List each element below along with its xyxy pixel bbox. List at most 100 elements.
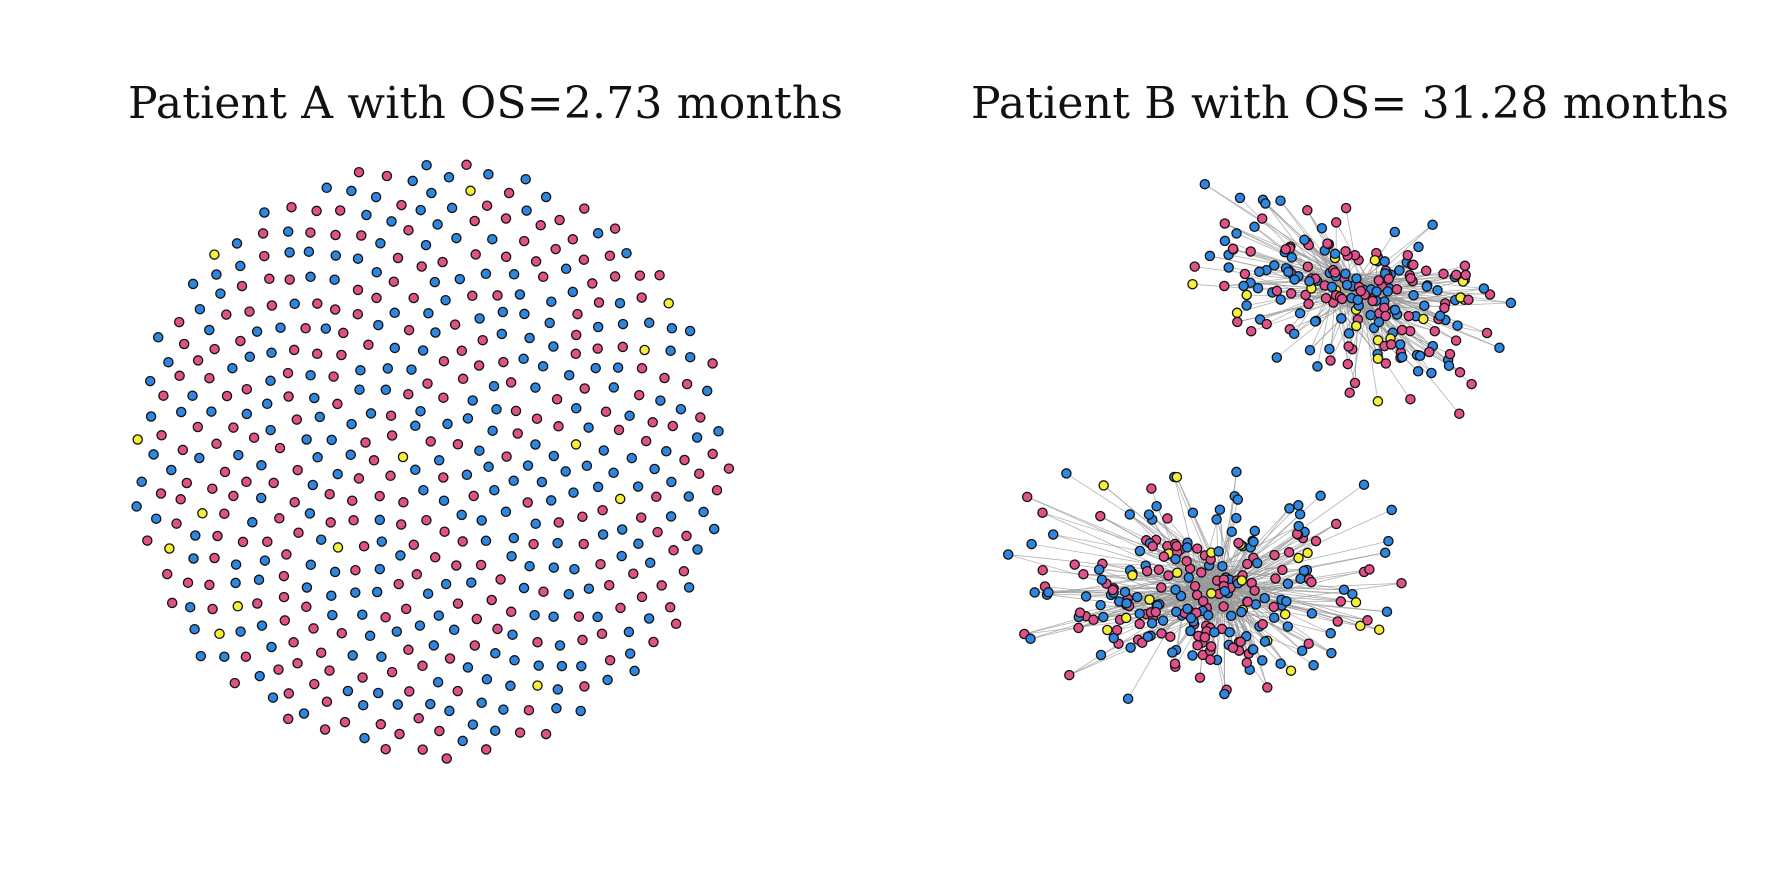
- panel-a-node-pink: [166, 597, 178, 609]
- panel-a-node-blue: [259, 207, 270, 218]
- panel-a-node-pink: [158, 390, 169, 401]
- panel-a-node-blue: [244, 351, 256, 363]
- panel-a-node-pink: [467, 290, 478, 302]
- panel-a-node-pink: [498, 356, 509, 368]
- panel-a-node-blue: [451, 232, 462, 244]
- panel-a-node-blue: [289, 298, 300, 310]
- panel-b-node-blue: [1225, 610, 1237, 622]
- panel-b-node-blue: [1232, 494, 1244, 505]
- panel-a-node-pink: [456, 345, 468, 357]
- panel-a-node-blue: [305, 370, 316, 381]
- panel-b-node-blue: [1047, 529, 1059, 540]
- panel-a-node-pink: [553, 517, 565, 528]
- panel-a-node-pink: [633, 389, 645, 401]
- panel-b-node-pink: [1362, 615, 1373, 626]
- panel-b-node-blue: [1432, 285, 1443, 296]
- panel-b-node-pink: [1074, 607, 1086, 618]
- panel-a-node-pink: [441, 753, 452, 764]
- panel-a-node-pink: [274, 513, 285, 524]
- panel-a-node-pink: [282, 713, 294, 725]
- panel-b-node-blue: [1419, 300, 1430, 311]
- panel-a-node-pink: [500, 251, 512, 263]
- panel-b-node-blue: [1170, 553, 1181, 565]
- panel-a-node-pink: [358, 541, 370, 552]
- panel-a-node-blue: [530, 518, 541, 529]
- panel-b-node-blue: [1329, 248, 1341, 260]
- panel-b-node-yellow: [1372, 396, 1384, 407]
- panel-a-node-blue: [247, 517, 258, 528]
- panel-a-node-blue: [136, 476, 147, 488]
- panel-b-node-pink: [1261, 318, 1272, 330]
- panel-b-node-blue: [1257, 655, 1268, 666]
- panel-a-node-blue: [506, 550, 517, 562]
- panel-a-node-pink: [417, 744, 428, 755]
- panel-a-node-blue: [131, 501, 142, 512]
- panel-a-node-pink: [301, 601, 312, 613]
- panel-b-node-blue: [1389, 226, 1401, 238]
- panel-b-node-pink: [1219, 218, 1231, 229]
- panel-a-node-pink: [289, 496, 300, 508]
- panel-a-node-pink: [209, 343, 220, 355]
- panel-a-node-pink: [228, 422, 239, 433]
- panel-a-node-blue: [509, 655, 520, 666]
- panel-a-node-blue: [415, 204, 426, 216]
- panel-a-node-pink: [244, 306, 255, 317]
- panel-a-node-pink: [363, 339, 374, 351]
- panel-a-node-pink: [570, 348, 582, 360]
- panel-a-node-pink: [457, 373, 469, 385]
- panel-a-node-pink: [579, 681, 590, 692]
- panel-b-node-blue: [1002, 549, 1014, 560]
- panel-b-node-blue: [1373, 316, 1385, 328]
- panel-a-node-blue: [190, 530, 201, 541]
- panel-b-node-blue: [1288, 328, 1300, 340]
- panel-b-node-pink: [1396, 577, 1407, 589]
- panel-b-node-yellow: [1372, 353, 1384, 364]
- panel-b-edge: [1102, 563, 1223, 567]
- panel-b-node-blue: [1231, 512, 1242, 524]
- panel-a-node-pink: [528, 538, 539, 550]
- panel-a-node-pink: [411, 569, 423, 580]
- panel-b-node-blue: [1146, 617, 1158, 629]
- panel-a-node-blue: [691, 432, 703, 443]
- panel-a-node-blue: [530, 439, 541, 450]
- panel-a-node-pink: [567, 234, 579, 245]
- panel-a-node-blue: [497, 306, 509, 318]
- panel-a-node-blue: [235, 626, 246, 637]
- panel-b-node-blue: [1326, 647, 1337, 659]
- panel-b-node-blue: [1226, 526, 1238, 537]
- panel-b-node-pink: [1189, 261, 1200, 272]
- panel-a-node-pink: [385, 410, 397, 421]
- panel-a-node-blue: [560, 263, 572, 275]
- panel-b-node-yellow: [1120, 612, 1132, 624]
- panel-b-node-blue: [1275, 195, 1286, 206]
- panel-a-node-blue: [462, 413, 474, 424]
- panel-a-node-blue: [371, 586, 383, 598]
- panel-a-node-blue: [187, 390, 198, 401]
- panel-a-node-pink: [319, 724, 331, 735]
- panel-b-node-pink: [1330, 217, 1342, 228]
- panel-b-node-blue: [1043, 587, 1054, 598]
- panel-b-node-blue: [1382, 286, 1393, 297]
- panel-a-node-pink: [438, 355, 450, 367]
- panel-b-node-blue: [1383, 535, 1394, 547]
- panel-a-node-pink: [514, 727, 526, 738]
- panel-a-node-blue: [204, 324, 215, 336]
- panel-b-node-pink: [1444, 348, 1456, 360]
- panel-a-node-yellow: [614, 493, 626, 505]
- panel-a-node-pink: [282, 367, 294, 379]
- panel-a-node-blue: [530, 382, 541, 393]
- panel-a-node-pink: [603, 579, 615, 591]
- panel-b-node-blue: [1170, 606, 1182, 618]
- panel-a-node-blue: [352, 253, 364, 264]
- panel-a-node-yellow: [397, 451, 409, 463]
- panel-a-node-pink: [452, 439, 464, 450]
- panel-a-node-blue: [569, 563, 580, 575]
- panel-b-node-pink: [1262, 682, 1273, 693]
- panel-a-node-blue: [524, 332, 535, 344]
- panel-b-node-blue: [1365, 309, 1376, 321]
- panel-a-node-blue: [567, 286, 579, 298]
- panel-b-node-pink: [1196, 567, 1207, 578]
- panel-b-node-blue: [1187, 650, 1198, 661]
- panel-b-node-blue: [1275, 658, 1286, 669]
- panel-b-node-blue: [1204, 250, 1216, 262]
